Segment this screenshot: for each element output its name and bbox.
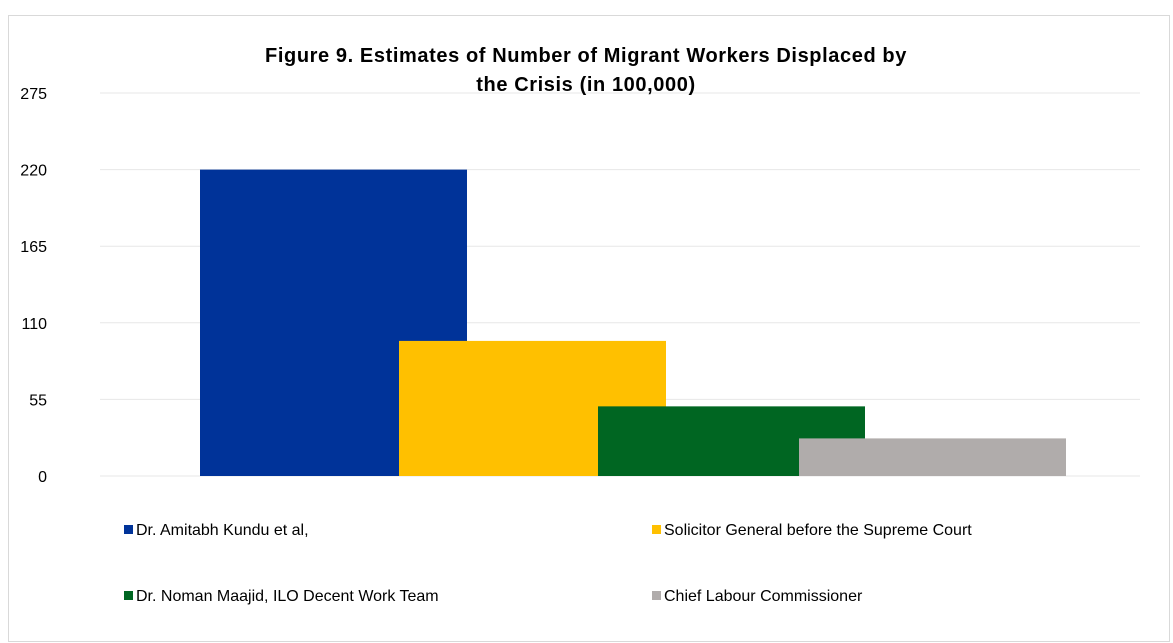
y-tick-label: 165	[20, 239, 47, 256]
legend: Dr. Amitabh Kundu et al, Solicitor Genera…	[124, 522, 972, 605]
y-tick-label: 220	[20, 163, 47, 180]
chart-title-line-2: the Crisis (in 100,000)	[476, 74, 695, 96]
chart-title-line-1: Figure 9. Estimates of Number of Migrant…	[265, 45, 907, 67]
legend-swatch-2	[652, 525, 661, 534]
legend-label-1: Dr. Amitabh Kundu et al,	[136, 522, 309, 539]
legend-label-4: Chief Labour Commissioner	[664, 588, 863, 605]
chart-title: Figure 9. Estimates of Number of Migrant…	[265, 45, 907, 96]
y-tick-label: 110	[21, 316, 47, 333]
bars	[200, 169, 1066, 476]
bar-4	[799, 438, 1066, 476]
y-tick-label: 55	[29, 392, 47, 409]
legend-swatch-4	[652, 591, 661, 600]
legend-label-3: Dr. Noman Maajid, ILO Decent Work Team	[136, 588, 439, 605]
legend-swatch-1	[124, 525, 133, 534]
legend-swatch-3	[124, 591, 133, 600]
legend-label-2: Solicitor General before the Supreme Cou…	[664, 522, 972, 539]
y-tick-label: 275	[20, 86, 47, 103]
y-tick-label: 0	[38, 469, 47, 486]
y-axis-ticks: 0 55 110 165 220 275	[20, 86, 47, 486]
